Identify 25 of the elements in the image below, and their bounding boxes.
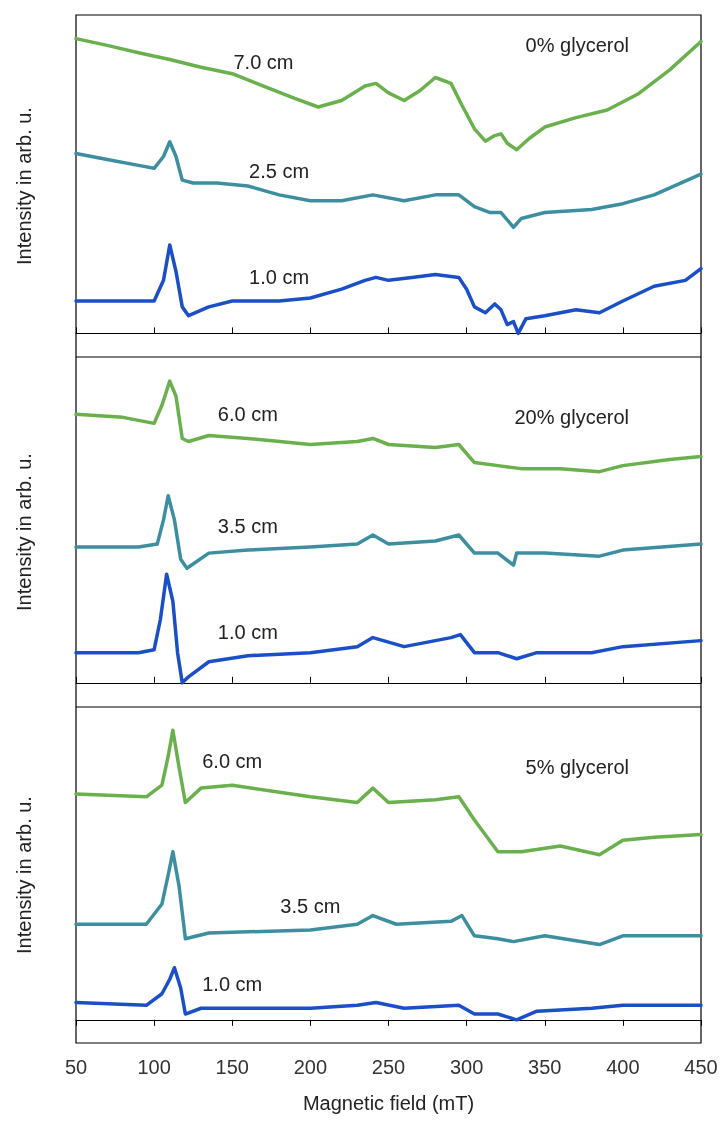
x-tick-label: 450 [684,1056,718,1078]
annotation: 5% glycerol [525,756,630,778]
series-label: 1.0 cm [202,973,263,996]
annotation: 0% glycerol [525,34,630,56]
x-tick-label: 200 [293,1056,328,1078]
x-tick-label: 100 [137,1056,171,1078]
x-tick-label: 250 [371,1056,406,1078]
y-axis-title: Intensity in arb. u. [13,453,35,611]
series-label: 3.5 cm [217,515,278,538]
x-tick-label: 50 [64,1056,88,1078]
x-tick-label: 150 [215,1056,249,1078]
series-label: 7.0 cm [233,51,294,74]
series-label: 6.0 cm [202,750,263,773]
series-label: 1.0 cm [249,265,310,288]
x-tick-label: 350 [528,1056,562,1078]
y-axis-title: Intensity in arb. u. [13,796,35,954]
series-label: 3.5 cm [280,895,341,918]
x-tick-label: 400 [606,1056,640,1078]
series-label: 2.5 cm [249,159,310,182]
series-label: 1.0 cm [217,620,278,643]
x-tick-label: 300 [449,1056,484,1078]
x-axis-title: Magnetic field (mT) [302,1092,475,1114]
series-label: 6.0 cm [217,403,278,426]
annotation: 20% glycerol [514,406,630,428]
y-axis-title: Intensity in arb. u. [13,107,35,265]
